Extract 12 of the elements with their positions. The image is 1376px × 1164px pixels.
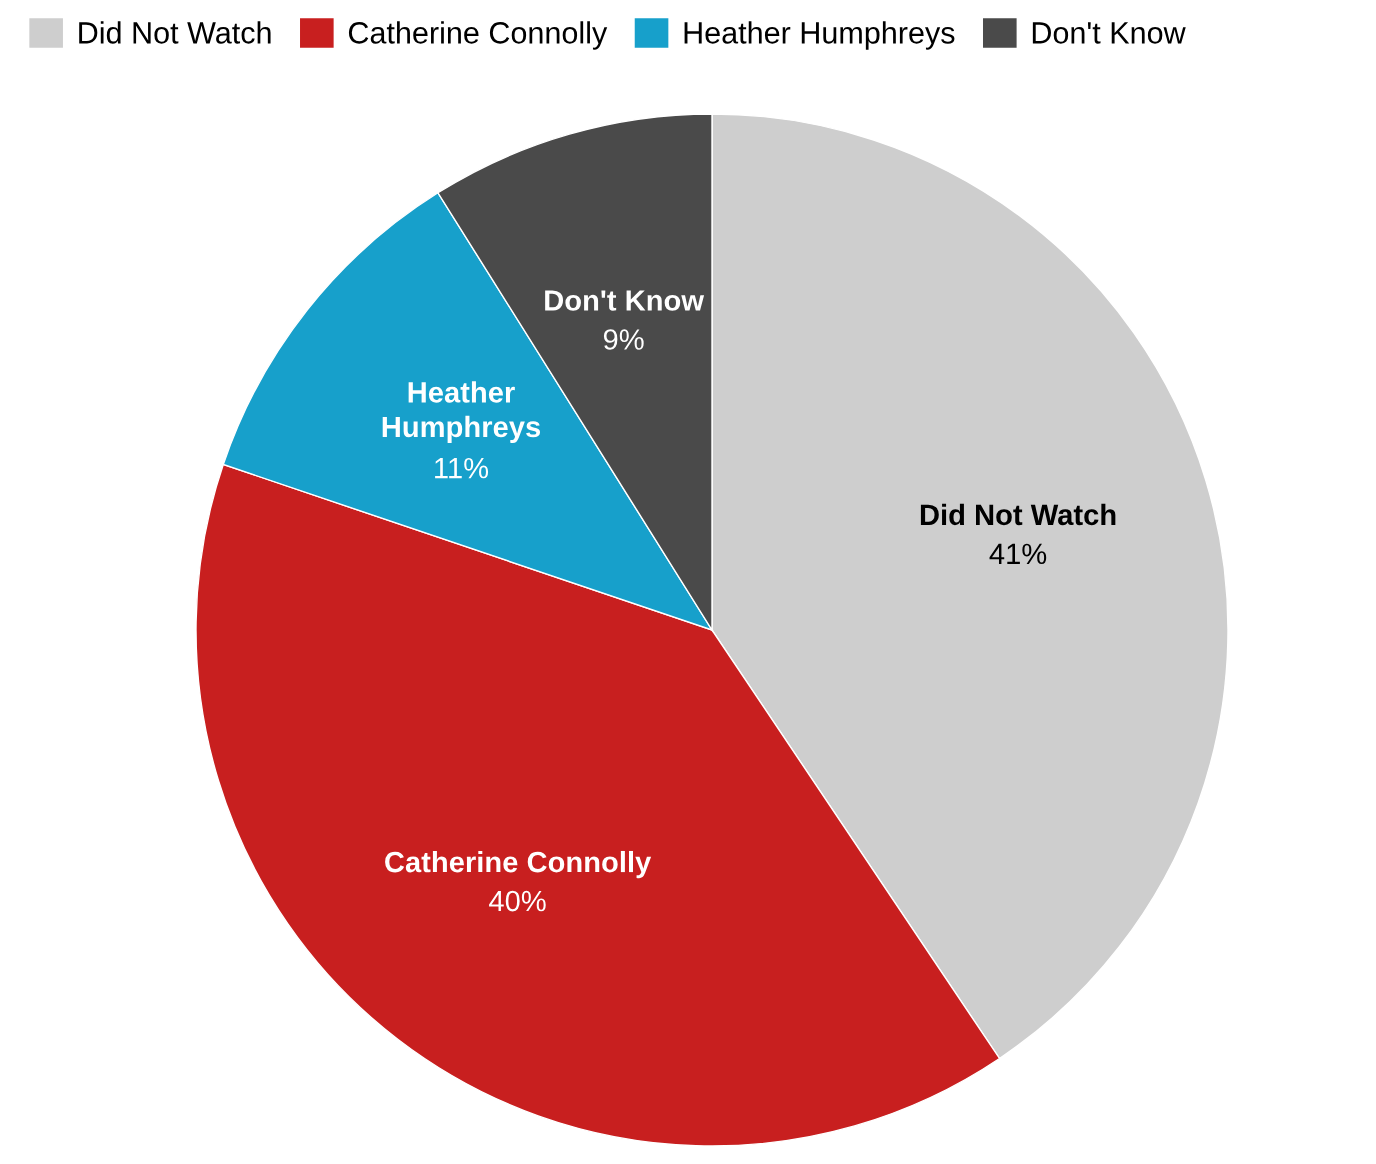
slice-label: Catherine Connolly [385, 850, 652, 879]
data-label: 11% [435, 457, 489, 479]
slice-label: Heather Humphreys [382, 381, 541, 444]
slice-label: Don't Know [545, 290, 705, 311]
legend-label: Catherine Connolly [348, 21, 608, 50]
legend-label: Heather Humphreys [684, 21, 955, 50]
slice-label: Did Not Watch [920, 503, 1116, 526]
data-label: 41% [989, 543, 1047, 565]
legend-label: Did Not Watch [79, 21, 271, 44]
legend-label: Don't Know [1032, 22, 1186, 44]
data-label: 9% [603, 329, 644, 350]
data-label: 40% [489, 890, 546, 912]
